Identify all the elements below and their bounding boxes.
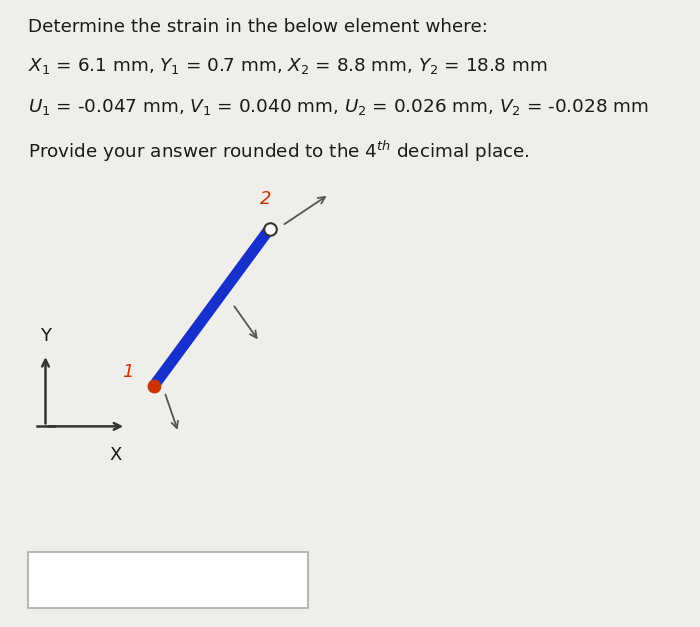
Text: 1: 1 <box>122 363 133 381</box>
Text: $X_1$ = 6.1 mm, $Y_1$ = 0.7 mm, $X_2$ = 8.8 mm, $Y_2$ = 18.8 mm: $X_1$ = 6.1 mm, $Y_1$ = 0.7 mm, $X_2$ = … <box>28 56 547 76</box>
Text: X: X <box>109 446 122 465</box>
FancyBboxPatch shape <box>28 552 308 608</box>
Text: Determine the strain in the below element where:: Determine the strain in the below elemen… <box>28 18 488 36</box>
Text: Y: Y <box>40 327 51 345</box>
Text: $U_1$ = -0.047 mm, $V_1$ = 0.040 mm, $U_2$ = 0.026 mm, $V_2$ = -0.028 mm: $U_1$ = -0.047 mm, $V_1$ = 0.040 mm, $U_… <box>28 97 649 117</box>
Text: Provide your answer rounded to the 4$^{th}$ decimal place.: Provide your answer rounded to the 4$^{t… <box>28 139 530 164</box>
Text: 2: 2 <box>260 190 272 208</box>
